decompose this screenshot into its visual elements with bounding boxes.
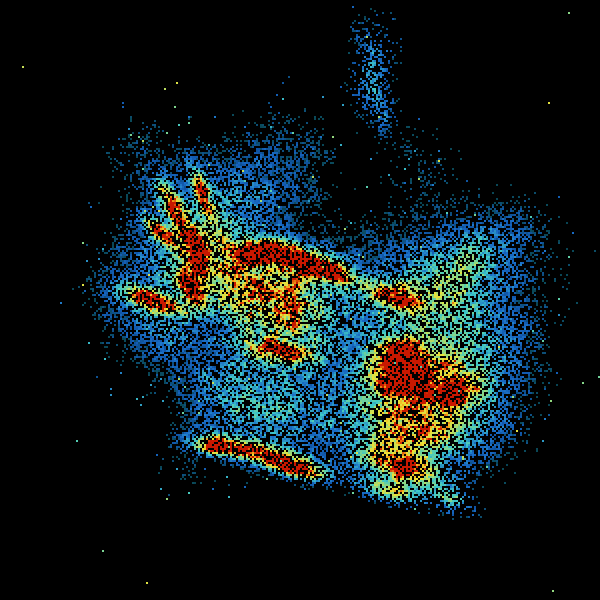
visualization-root — [0, 0, 600, 600]
intensity-heatmap-canvas — [0, 0, 600, 600]
